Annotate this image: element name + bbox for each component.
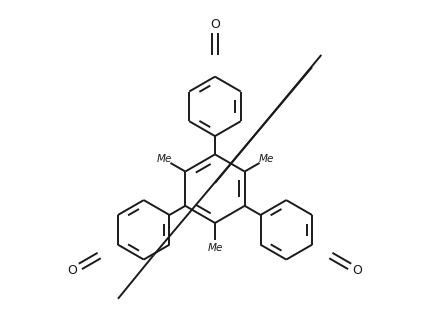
Text: O: O [68,265,77,278]
Text: O: O [210,18,220,31]
Text: Me: Me [157,154,172,164]
Text: Me: Me [207,243,223,253]
Text: Me: Me [258,154,273,164]
Text: O: O [353,265,362,278]
